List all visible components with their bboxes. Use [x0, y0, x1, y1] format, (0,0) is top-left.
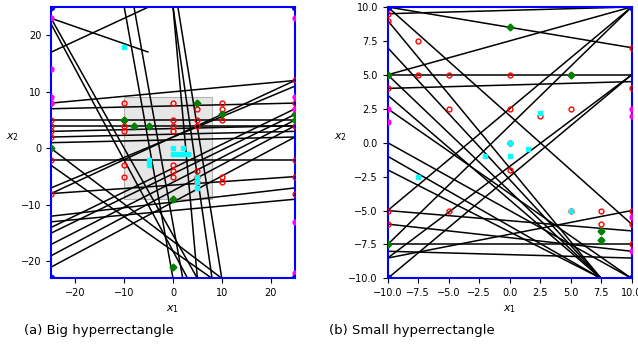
Text: (b) Small hyperrectangle: (b) Small hyperrectangle — [329, 324, 494, 337]
Y-axis label: $x_2$: $x_2$ — [334, 131, 346, 143]
Bar — [124, 97, 212, 199]
X-axis label: $x_1$: $x_1$ — [503, 304, 516, 316]
Y-axis label: $x_2$: $x_2$ — [6, 131, 19, 143]
Text: (a) Big hyperrectangle: (a) Big hyperrectangle — [24, 324, 174, 337]
X-axis label: $x_1$: $x_1$ — [167, 304, 179, 316]
